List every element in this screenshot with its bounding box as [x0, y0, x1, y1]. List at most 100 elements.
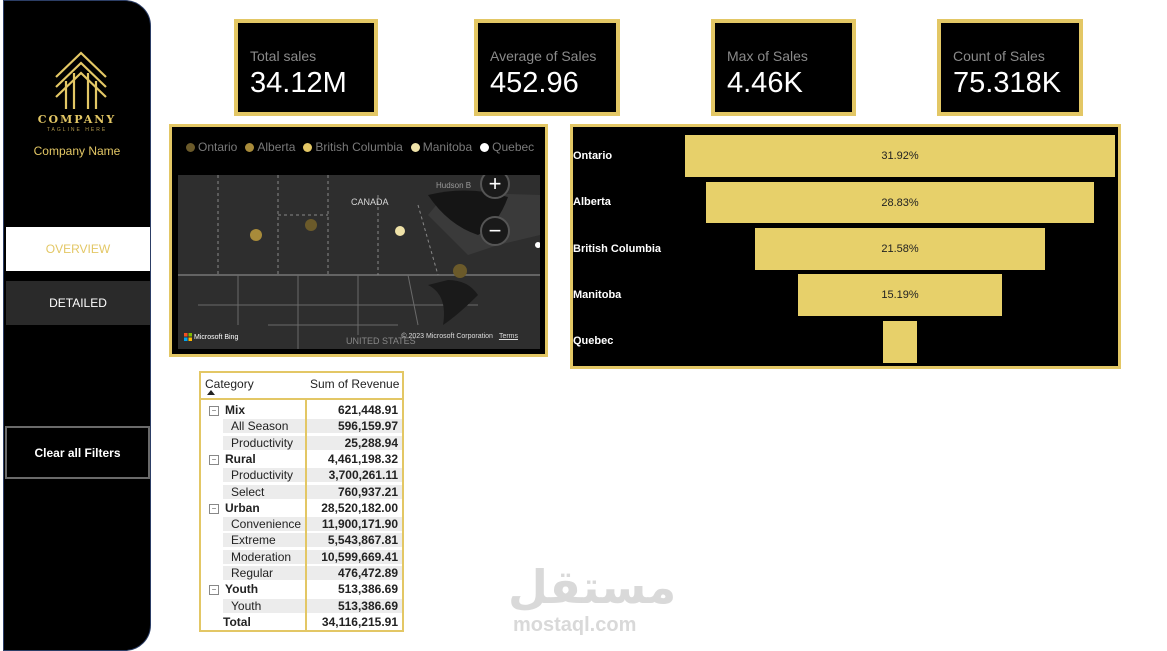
collapse-icon[interactable]: − [209, 454, 219, 465]
bing-logo: Microsoft Bing [184, 333, 238, 341]
row-shade [223, 468, 305, 483]
logo-company-text: COMPANY [37, 113, 117, 126]
collapse-icon[interactable]: − [209, 503, 219, 514]
table-row[interactable]: Moderation 10,599,669.41 [201, 549, 402, 565]
kpi-value: 452.96 [490, 67, 579, 99]
clear-all-filters-button[interactable]: Clear all Filters [5, 426, 150, 479]
kpi-total-sales: Total sales 34.12M [234, 19, 378, 116]
header-sum-revenue[interactable]: Sum of Revenue [310, 377, 400, 391]
row-shade [223, 517, 305, 532]
table-row[interactable]: All Season 596,159.97 [201, 418, 402, 434]
map-attribution: © 2023 Microsoft Corporation Terms [401, 333, 518, 340]
kpi-label: Total sales [250, 48, 317, 64]
map-us-label: UNITED STATES [346, 336, 416, 346]
funnel-label: Manitoba [573, 289, 622, 301]
nav-detailed-button[interactable]: DETAILED [6, 281, 150, 325]
collapse-icon[interactable]: − [209, 585, 219, 596]
table-row[interactable]: Select 760,937.21 [201, 484, 402, 500]
bing-label: Microsoft Bing [194, 333, 239, 341]
revenue-matrix: Category Sum of Revenue − Mix 621,448.91 Al… [199, 371, 404, 632]
map-background [178, 175, 540, 349]
nav-overview-button[interactable]: OVERVIEW [6, 227, 150, 271]
revenue-value: 621,448.91 [337, 403, 398, 417]
table-row[interactable]: Regular 476,472.89 [201, 565, 402, 581]
zoom-in-button[interactable]: + [480, 175, 510, 199]
total-label: Total [223, 614, 251, 629]
funnel-bar[interactable]: 31.92% [685, 135, 1115, 177]
row-shade [307, 533, 402, 548]
kpi-label: Count of Sales [953, 48, 1045, 64]
kpi-value: 34.12M [250, 67, 347, 99]
table-row[interactable]: − Urban 28,520,182.00 [201, 500, 402, 516]
zoom-out-button[interactable]: − [480, 216, 510, 246]
collapse-icon[interactable]: − [209, 405, 219, 416]
revenue-value: 5,543,867.81 [327, 533, 398, 548]
table-row[interactable]: Convenience 11,900,171.90 [201, 516, 402, 532]
legend-label: Ontario [198, 140, 238, 154]
funnel-chart: Ontario Alberta British Columbia Manitob… [570, 124, 1121, 369]
legend-dot [245, 142, 255, 152]
legend-label: Quebec [492, 140, 535, 154]
attribution-text: © 2023 Microsoft Corporation [401, 333, 493, 340]
header-category[interactable]: Category [205, 377, 254, 391]
map-canvas[interactable]: CANADA Hudson B UNITED STATES + − Micros… [178, 175, 540, 349]
kpi-label: Average of Sales [490, 48, 597, 64]
map-bubble-alberta [250, 229, 262, 241]
row-shade [223, 484, 305, 499]
watermark-latin: mostaql.com [513, 614, 637, 636]
row-shade [307, 468, 402, 483]
table-row[interactable]: − Rural 4,461,198.32 [201, 451, 402, 467]
subcategory-label: Select [231, 484, 265, 499]
legend-item-british-columbia[interactable]: British Columbia [303, 140, 403, 154]
legend-dot [480, 142, 490, 152]
header-divider [201, 398, 402, 400]
funnel-label: Ontario [573, 150, 613, 162]
funnel-bar[interactable]: 21.58% [754, 228, 1046, 270]
revenue-value: 596,159.97 [337, 419, 398, 434]
terms-link[interactable]: Terms [498, 333, 518, 340]
legend-dot [410, 142, 420, 152]
row-shade [223, 533, 305, 548]
table-row[interactable]: Productivity 25,288.94 [201, 435, 402, 451]
microsoft-icon [184, 333, 192, 341]
map-country-label: CANADA [351, 197, 389, 207]
table-row[interactable]: − Youth 513,386.69 [201, 581, 402, 597]
funnel-bar[interactable] [883, 321, 917, 363]
table-row[interactable]: Productivity 3,700,261.11 [201, 467, 402, 483]
funnel-label: British Columbia [573, 243, 662, 255]
legend-item-manitoba[interactable]: Manitoba [410, 140, 473, 154]
table-row[interactable]: Youth 513,386.69 [201, 598, 402, 614]
funnel-label: Alberta [573, 196, 611, 208]
kpi-max-sales: Max of Sales 4.46K [711, 19, 856, 116]
legend-item-quebec[interactable]: Quebec [480, 140, 534, 154]
kpi-average-sales: Average of Sales 452.96 [474, 19, 620, 116]
legend-label: Manitoba [422, 140, 473, 154]
table-row[interactable]: Extreme 5,543,867.81 [201, 532, 402, 548]
legend-item-alberta[interactable]: Alberta [245, 140, 295, 154]
legend-item-ontario[interactable]: Ontario [186, 140, 237, 154]
row-shade [307, 435, 402, 450]
kpi-value: 4.46K [727, 67, 803, 99]
subcategory-label: Youth [231, 598, 262, 613]
funnel-bar[interactable]: 15.19% [797, 274, 1003, 316]
table-total-row[interactable]: Total 34,116,215.91 [201, 614, 402, 630]
table-row[interactable]: − Mix 621,448.91 [201, 402, 402, 418]
company-logo-icon [55, 51, 107, 109]
funnel-bar[interactable]: 28.83% [705, 182, 1095, 223]
subcategory-label: Convenience [231, 517, 302, 532]
revenue-value: 28,520,182.00 [321, 500, 398, 515]
revenue-value: 4,461,198.32 [327, 451, 398, 466]
company-name: Company Name [33, 144, 121, 158]
revenue-value: 513,386.69 [337, 598, 398, 613]
revenue-value: 25,288.94 [344, 435, 398, 450]
revenue-value: 760,937.21 [337, 484, 398, 499]
row-shade [307, 517, 402, 532]
revenue-value: 3,700,261.11 [328, 468, 398, 483]
subcategory-label: Regular [231, 566, 274, 580]
map-visual: Ontario Alberta British Columbia Manitob… [169, 124, 548, 357]
category-label: Urban [225, 500, 260, 515]
map-bubble-ontario-2 [453, 264, 467, 278]
map-legend: Ontario Alberta British Columbia Manitob… [186, 140, 538, 154]
map-bubble-manitoba [395, 226, 405, 236]
kpi-count-sales: Count of Sales 75.318K [937, 19, 1083, 116]
